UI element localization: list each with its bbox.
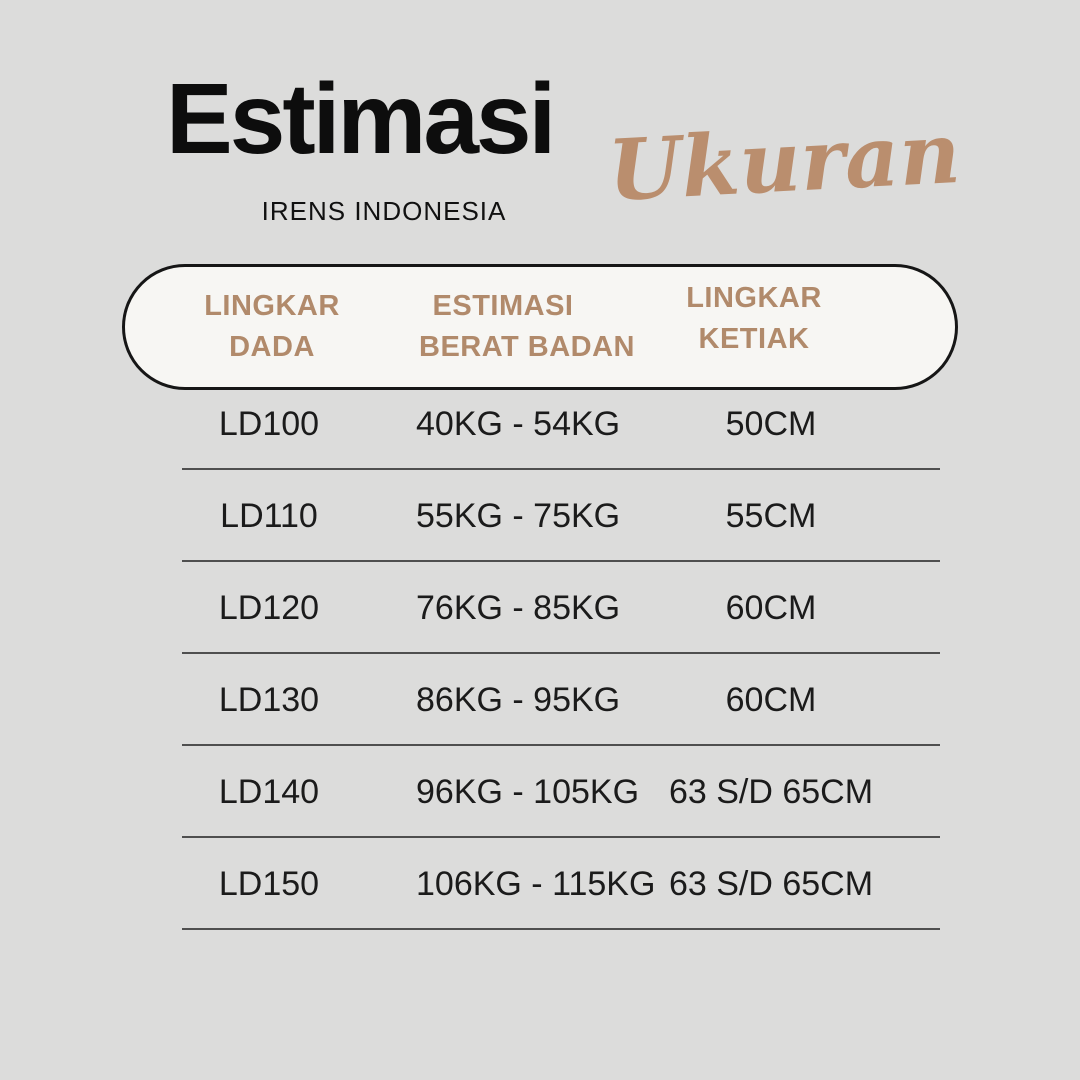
- row-divider: [182, 560, 940, 562]
- armpit-cell: 50CM: [725, 404, 817, 443]
- size-cell: LD140: [218, 772, 320, 811]
- row-divider: [182, 928, 940, 930]
- column-header-line: LINGKAR: [204, 290, 340, 323]
- armpit-cell: 63 S/D 65CM: [668, 864, 874, 903]
- column-header-lingkar-dada: LINGKAR DADA: [125, 286, 419, 367]
- armpit-cell: 60CM: [725, 588, 817, 627]
- size-cell: LD130: [218, 680, 320, 719]
- table-header-row: LINGKAR DADA ESTIMASI BERAT BADAN LINGKA…: [125, 282, 955, 367]
- table-header-pill: LINGKAR DADA ESTIMASI BERAT BADAN LINGKA…: [122, 264, 958, 390]
- column-header-estimasi-berat-badan: ESTIMASI BERAT BADAN: [419, 286, 635, 367]
- row-divider: [182, 468, 940, 470]
- page-title: Estimasi: [166, 63, 556, 175]
- row-divider: [182, 836, 940, 838]
- column-header-line: ESTIMASI: [432, 290, 574, 323]
- column-header-line: BERAT BADAN: [419, 331, 636, 363]
- size-cell: LD110: [220, 496, 318, 535]
- table-row: LD140 96KG - 105KG 63 S/D 65CM: [122, 746, 958, 838]
- column-header-line: DADA: [229, 331, 315, 363]
- size-cell: LD150: [218, 864, 320, 903]
- page-title-script: Ukuran: [605, 102, 963, 221]
- table-row: LD130 86KG - 95KG 60CM: [122, 654, 958, 746]
- column-header-lingkar-ketiak: LINGKAR KETIAK: [567, 278, 941, 359]
- weight-cell: 55KG - 75KG: [416, 496, 621, 535]
- size-cell: LD120: [218, 588, 320, 627]
- row-divider: [182, 652, 940, 654]
- table-row: LD100 40KG - 54KG 50CM: [122, 378, 958, 470]
- weight-cell: 106KG - 115KG: [416, 864, 656, 903]
- armpit-cell: 55CM: [725, 496, 817, 535]
- weight-cell: 76KG - 85KG: [416, 588, 621, 627]
- size-cell: LD100: [218, 404, 320, 443]
- size-chart-rows: LD100 40KG - 54KG 50CM LD110 55KG - 75KG 55CM…: [122, 378, 958, 930]
- table-row: LD150 106KG - 115KG 63 S/D 65CM: [122, 838, 958, 930]
- weight-cell: 86KG - 95KG: [416, 680, 621, 719]
- column-header-line: KETIAK: [698, 323, 810, 355]
- row-divider: [182, 744, 940, 746]
- weight-cell: 96KG - 105KG: [416, 772, 640, 811]
- armpit-cell: 63 S/D 65CM: [668, 772, 874, 811]
- column-header-line: LINGKAR: [686, 282, 822, 315]
- armpit-cell: 60CM: [725, 680, 817, 719]
- weight-cell: 40KG - 54KG: [416, 404, 621, 443]
- brand-subtitle: IRENS INDONESIA: [261, 196, 507, 226]
- table-row: LD120 76KG - 85KG 60CM: [122, 562, 958, 654]
- table-row: LD110 55KG - 75KG 55CM: [122, 470, 958, 562]
